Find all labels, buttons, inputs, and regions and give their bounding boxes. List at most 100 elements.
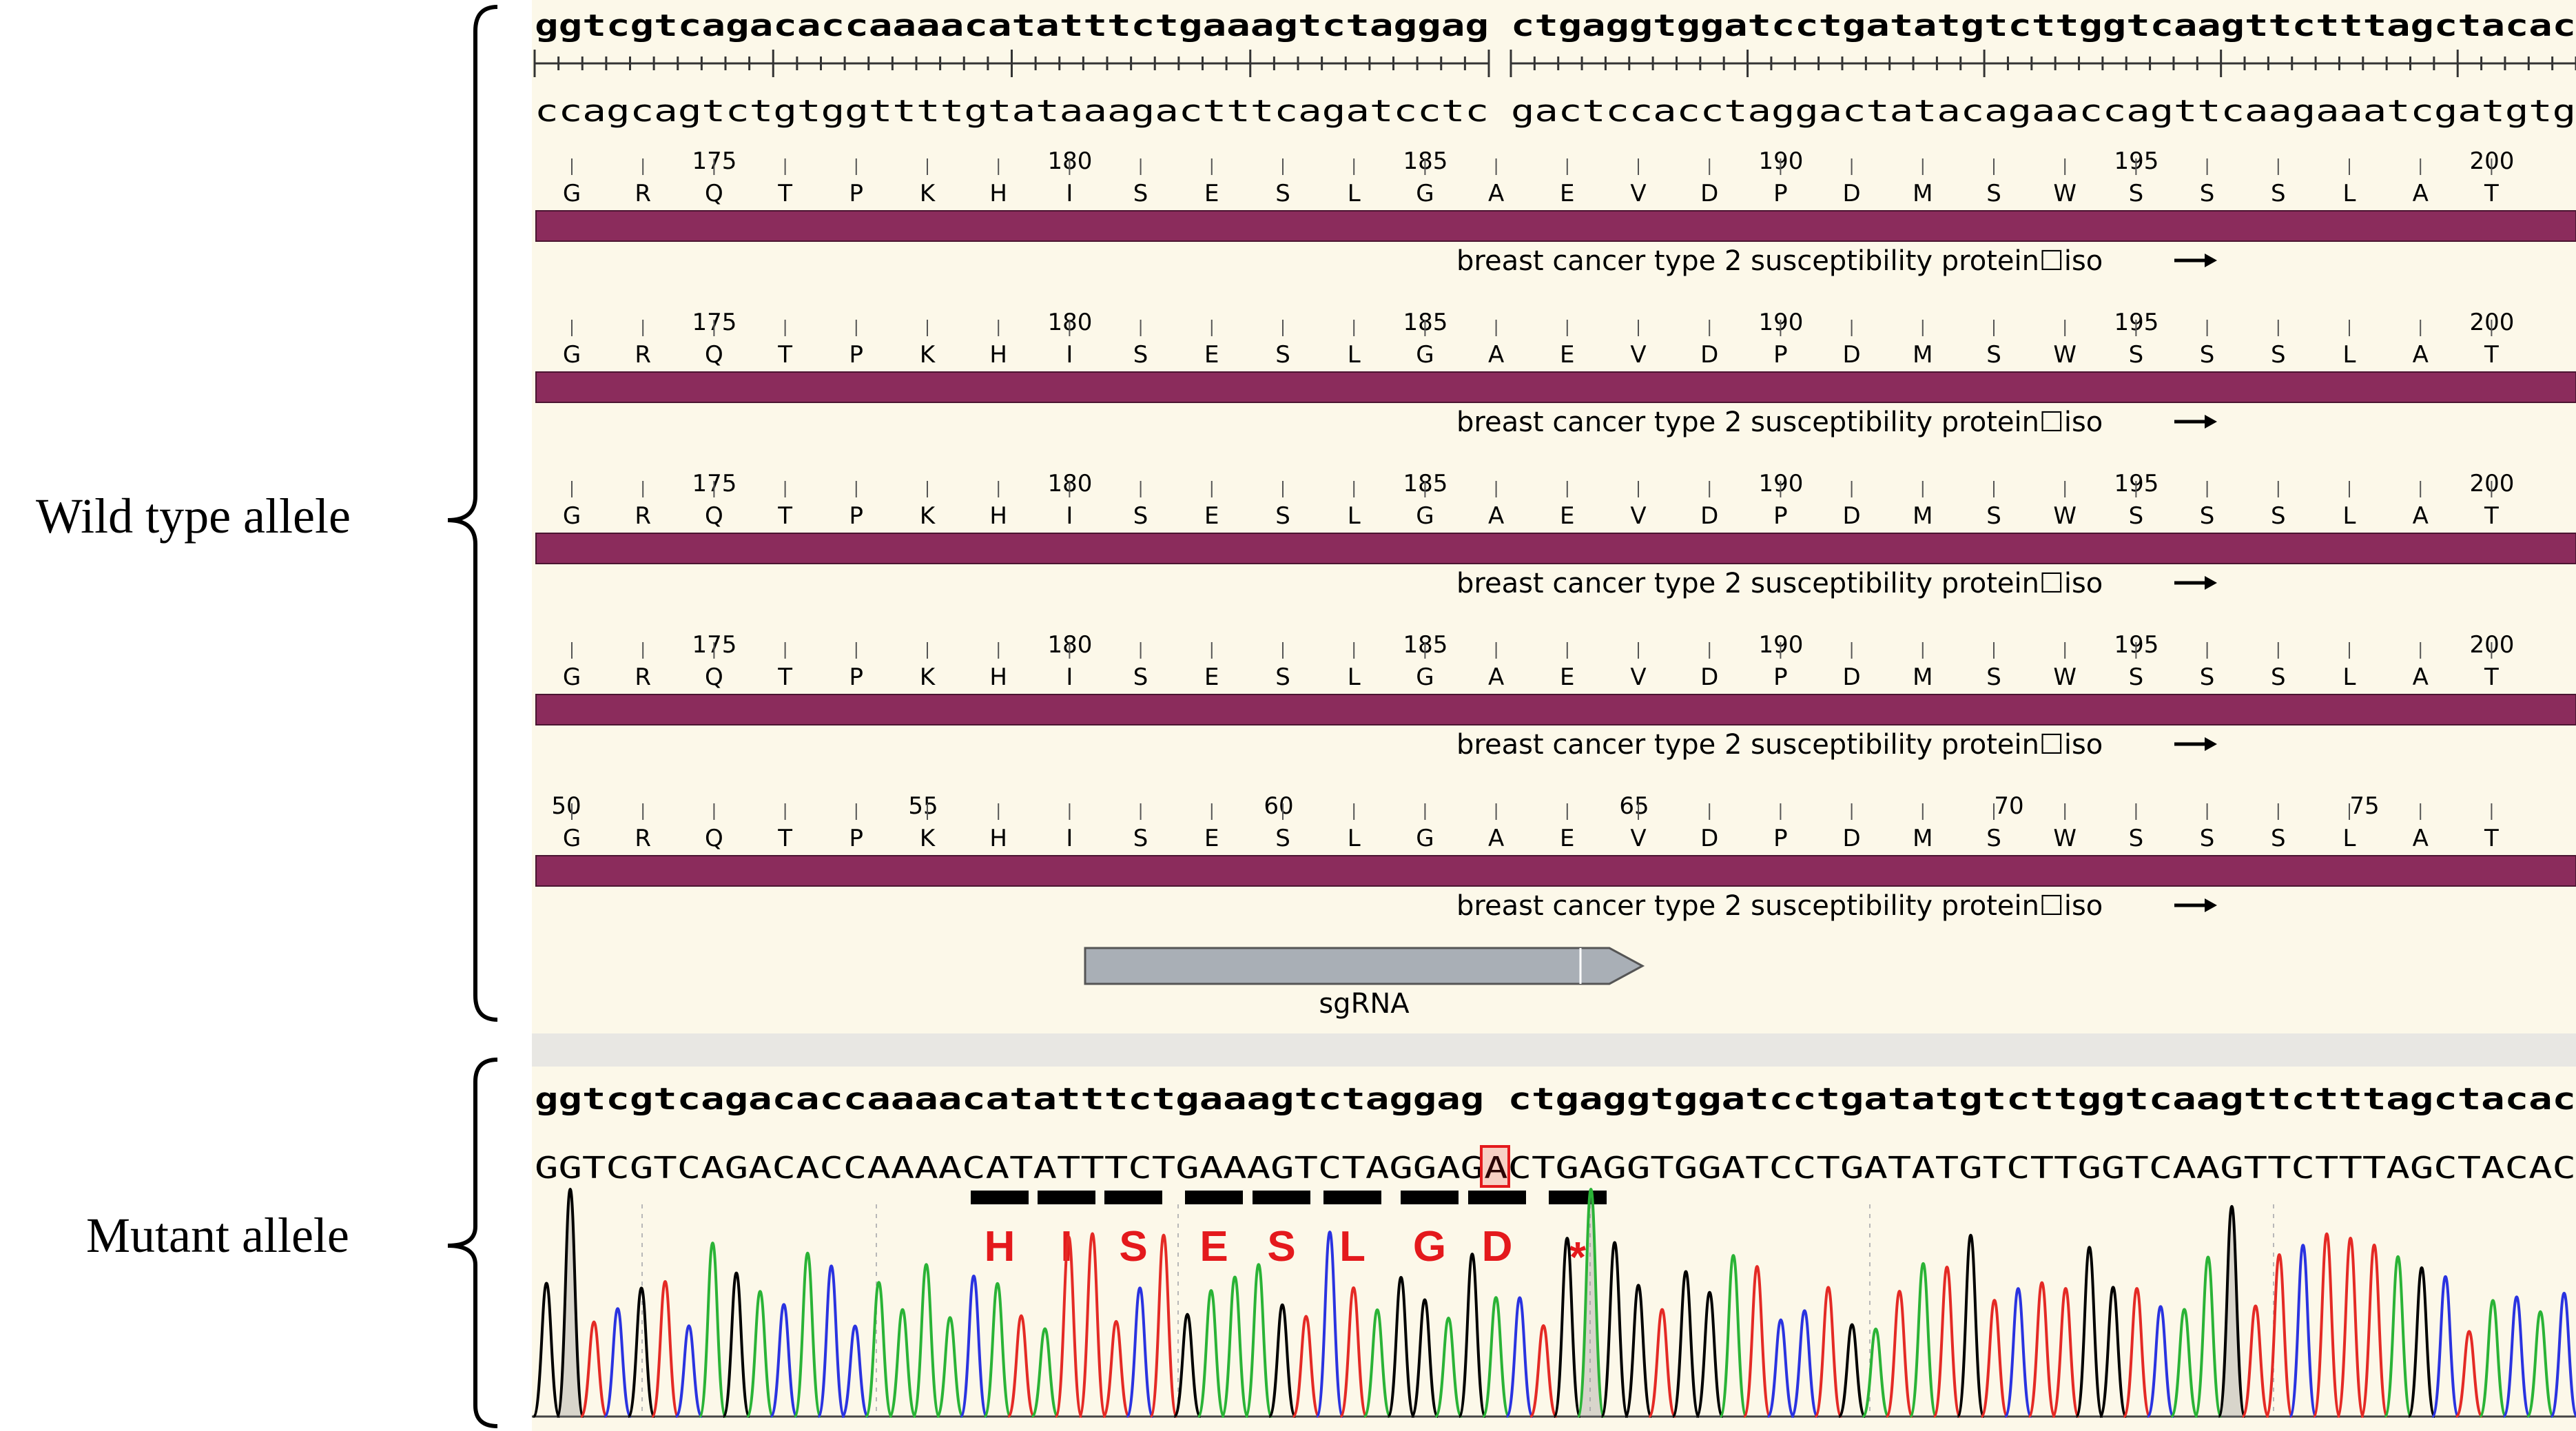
trace-peak: [698, 1242, 728, 1418]
amino-acid: D: [1700, 663, 1718, 691]
amino-acid: P: [1773, 825, 1788, 852]
amino-acid: A: [2413, 825, 2429, 852]
trace-peak: [816, 1264, 846, 1418]
trace-peak: [1102, 1319, 1131, 1418]
trace-peak: [2146, 1305, 2175, 1418]
codon-bar: [1468, 1191, 1526, 1204]
trace-peak: [603, 1307, 632, 1418]
amino-acid: L: [1348, 341, 1361, 369]
amino-acid: G: [1416, 180, 1434, 207]
trace-peak: [769, 1303, 798, 1418]
direction-arrowhead: [2205, 576, 2217, 590]
mutant-panel: ggtcgtcagacaccaaaacatatttctgaaagtctaggag…: [532, 1067, 2576, 1431]
trace-peak: [1054, 1235, 1084, 1418]
bottom-strand-2: gactccacctaggactatacagaaccagttcaagaaatcg…: [1511, 94, 2576, 129]
trace-peak: [936, 1316, 965, 1418]
wild-type-map: ggtcgtcagacaccaaaacatatttctgaaagtctaggag…: [533, 8, 2576, 1020]
amino-acid: S: [2200, 341, 2215, 369]
trace-peak: [2312, 1232, 2342, 1418]
amino-acid: L: [2343, 180, 2356, 207]
sgrna-feature: sgRNA: [1084, 947, 1645, 1020]
amino-acid: H: [989, 341, 1007, 369]
trace-peak: [982, 1281, 1012, 1418]
amino-acid: E: [1560, 825, 1574, 852]
amino-acid: R: [635, 341, 651, 369]
amino-acid: S: [1133, 502, 1148, 530]
amino-acid: L: [2343, 341, 2356, 369]
amino-acid: P: [849, 663, 864, 691]
trace-peak: [1505, 1296, 1534, 1418]
position-number: 50: [551, 792, 581, 820]
trace-peak: [1671, 1270, 1700, 1418]
feature-label: breast cancer type 2 susceptibility prot…: [1456, 890, 2103, 922]
amino-acid: S: [2200, 502, 2215, 530]
sgrna-arrow: [1084, 947, 1645, 985]
trace-peak: [1386, 1275, 1416, 1418]
amino-acid: L: [2343, 663, 2356, 691]
amino-acid: S: [1986, 502, 2001, 530]
trace-peak: [2431, 1275, 2460, 1418]
mutant-label: Mutant allele: [86, 1208, 349, 1263]
amino-acid: S: [1986, 825, 2001, 852]
trace-peak: [1149, 1233, 1178, 1418]
feature-bar: [535, 533, 2576, 564]
amino-acid: K: [920, 502, 936, 530]
mutant-amino-acid: G: [1413, 1223, 1446, 1270]
amino-acid: D: [1700, 502, 1718, 530]
amino-acid: S: [2200, 825, 2215, 852]
amino-acid: Q: [705, 502, 723, 530]
trace-peak: [2051, 1287, 2081, 1418]
amino-acid: W: [2053, 663, 2077, 691]
amino-acid: H: [989, 825, 1007, 852]
feature-bar: [535, 694, 2576, 725]
amino-acid: D: [1843, 180, 1861, 207]
amino-acid: D: [1843, 341, 1861, 369]
position-number: 75: [2349, 792, 2379, 820]
amino-acid: T: [2484, 663, 2499, 691]
trace-peak: [532, 1281, 561, 1418]
amino-acid: G: [563, 663, 581, 691]
amino-acid: I: [1066, 180, 1073, 207]
amino-acid: P: [849, 825, 864, 852]
amino-acid: E: [1204, 502, 1219, 530]
mutant-brace: [447, 1058, 498, 1428]
direction-arrowhead: [2205, 898, 2217, 912]
trace-peak: [2240, 1304, 2270, 1418]
trace-peak: [2288, 1244, 2318, 1418]
amino-acid: T: [777, 502, 792, 530]
trace-peak: [1695, 1290, 1724, 1418]
wild-type-panel: ggtcgtcagacaccaaaacatatttctgaaagtctaggag…: [532, 0, 2576, 1033]
amino-acid: I: [1066, 825, 1073, 852]
amino-acid: P: [849, 180, 864, 207]
trace-peak: [2526, 1310, 2555, 1418]
amino-acid: S: [1133, 825, 1148, 852]
trace-peak: [2383, 1255, 2413, 1418]
read-before: GGTCGTCAGACACCAAAACATATTTCTGAAAGTCTAGGAG: [535, 1151, 1484, 1186]
amino-acid: A: [1488, 341, 1504, 369]
amino-acid: P: [1773, 341, 1788, 369]
brace-group: [447, 5, 498, 1428]
trace-peak: [1220, 1275, 1250, 1418]
trace-peak: [2003, 1287, 2033, 1418]
amino-acid: P: [849, 341, 864, 369]
amino-acid: T: [777, 663, 792, 691]
trace-peak: [1885, 1290, 1914, 1418]
amino-acid: D: [1843, 825, 1861, 852]
trace-peak: [1933, 1265, 1961, 1418]
amino-acid: S: [2129, 180, 2144, 207]
trace-peak: [1624, 1284, 1653, 1418]
amino-acid: H: [989, 663, 1007, 691]
amino-acid: S: [2129, 502, 2144, 530]
read-after: CTGAGGTGGATCCTGATATGTCTTGGTCAAGTTCTTTAGC…: [1508, 1151, 2576, 1186]
trace-peak: [2217, 1204, 2247, 1418]
trace-peak: [1600, 1241, 1629, 1418]
inserted-base: A: [1484, 1151, 1507, 1186]
trace-peak: [555, 1187, 585, 1418]
amino-acid: M: [1913, 502, 1933, 530]
amino-acid: S: [2271, 341, 2286, 369]
amino-acid: H: [989, 502, 1007, 530]
amino-acid: G: [563, 180, 581, 207]
codon-bar: [1185, 1191, 1243, 1204]
trace-peak: [1742, 1265, 1772, 1418]
